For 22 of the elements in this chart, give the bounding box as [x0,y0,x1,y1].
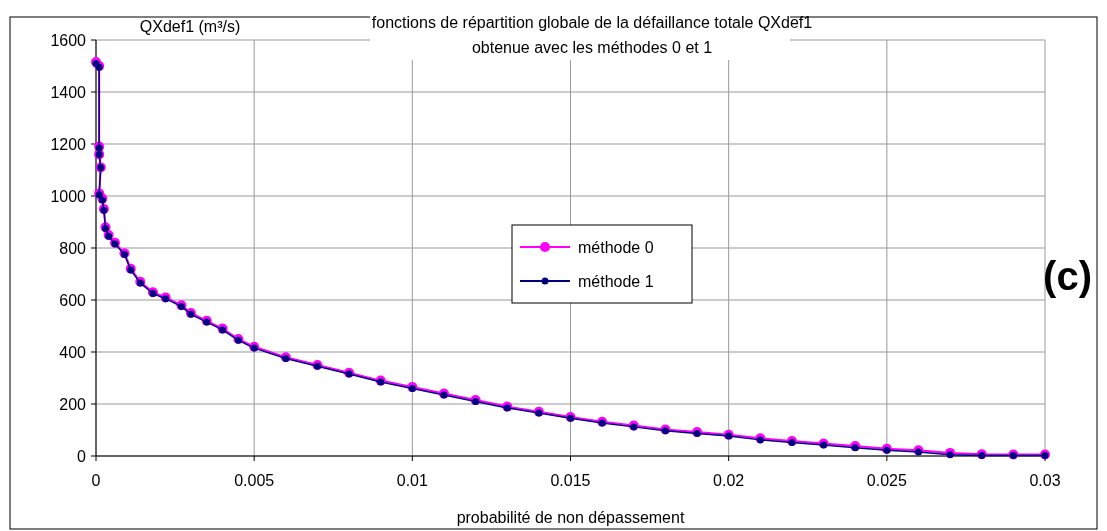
y-tick-label: 1200 [50,135,87,153]
annotation: (c) [1043,254,1092,298]
y-tick-label: 0 [77,447,87,465]
y-tick-label: 800 [59,239,87,257]
y-tick-label: 400 [59,343,87,361]
y-tick-label: 600 [59,291,87,309]
x-tick-label: 0.03 [1029,472,1061,489]
x-tick-label: 0.005 [234,472,275,489]
x-axis-title: probabilité de non dépassement [456,509,685,526]
x-tick-label: 0.02 [713,472,745,489]
x-tick-label: 0 [91,472,101,489]
y-axis-title: QXdef1 (m³/s) [139,18,241,35]
y-tick-label: 200 [59,395,87,413]
y-tick-label: 1000 [50,187,87,205]
x-tick-label: 0.01 [396,472,429,489]
x-tick-label: 0.025 [866,472,907,489]
legend-label: méthode 0 [578,238,654,256]
legend-label: méthode 1 [578,272,654,290]
y-tick-label: 1600 [50,31,87,49]
chart-title: fonctions de répartition globale de la défaillance totale QXdef1 obtenue avec les méthodes 0 et 1 [371,14,813,56]
x-tick-label: 0.015 [550,472,591,489]
y-tick-label: 1400 [50,83,87,101]
